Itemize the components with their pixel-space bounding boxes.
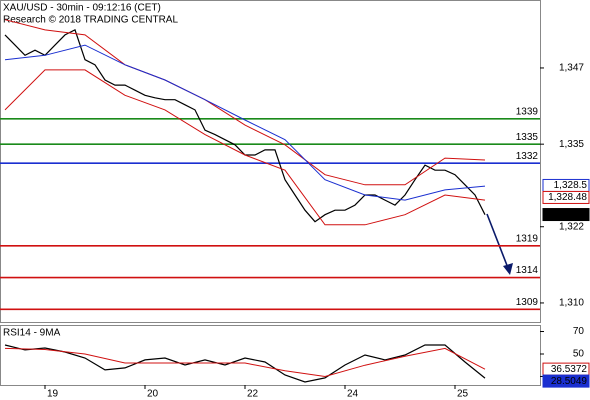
price-tag	[542, 374, 590, 388]
series-line	[4, 347, 486, 378]
y-tick-label: 70	[573, 326, 585, 337]
series-line	[4, 29, 486, 223]
y-tick-label: 1,347	[559, 63, 584, 74]
x-tick-label: 19	[47, 389, 59, 400]
y-tick-label: 1,310	[559, 298, 584, 309]
level-label: 1335	[516, 132, 539, 143]
forecast-arrow	[486, 213, 509, 269]
level-label: 1309	[516, 297, 539, 308]
rsi-title: RSI14 - 9MA	[3, 328, 61, 339]
price-tag-label: 1,328.48	[548, 192, 587, 203]
series-line	[4, 44, 486, 201]
series-line	[4, 344, 486, 383]
level-label: 1332	[516, 151, 539, 162]
chart-subtitle: Research © 2018 TRADING CENTRAL	[3, 15, 178, 26]
price-tag-label: 1,323.92	[548, 209, 587, 220]
price-tag-label: 28.5049	[551, 376, 588, 387]
series-line	[4, 19, 486, 186]
price-tag-label: 1,328.5	[554, 180, 588, 191]
level-label: 1339	[516, 106, 539, 117]
rsi-panel	[0, 325, 541, 386]
price-tag	[542, 190, 590, 204]
series-line	[4, 69, 486, 226]
y-tick-label: 1,335	[559, 139, 584, 150]
price-tag	[542, 208, 590, 222]
arrow-head	[503, 263, 513, 275]
level-label: 1314	[516, 265, 539, 276]
chart-title: XAU/USD - 30min - 09:12:16 (CET)	[3, 3, 161, 14]
x-tick-label: 25	[457, 389, 469, 400]
main-panel	[0, 0, 541, 323]
y-tick-label: 50	[573, 349, 585, 360]
x-tick-label: 24	[347, 389, 359, 400]
y-tick-label: 1,322	[559, 221, 584, 232]
x-tick-label: 20	[147, 389, 159, 400]
level-label: 1319	[516, 233, 539, 244]
x-tick-label: 22	[247, 389, 259, 400]
price-tag-label: 36.5372	[551, 364, 588, 375]
